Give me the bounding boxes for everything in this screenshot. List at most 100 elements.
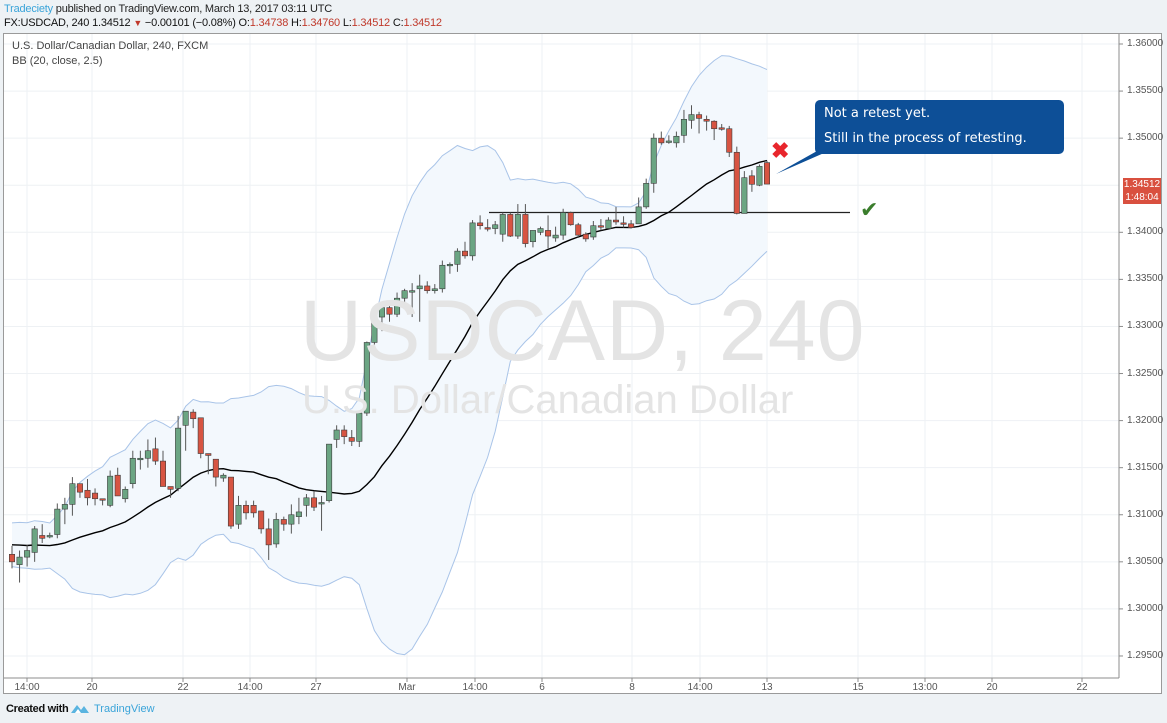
candle	[628, 220, 635, 229]
price-tick-label: 1.35500	[1127, 85, 1164, 97]
candle	[54, 503, 61, 539]
candle	[16, 550, 23, 583]
candle	[597, 219, 604, 231]
time-tick-label: Mar	[398, 682, 416, 693]
author-link[interactable]: Tradeciety	[4, 3, 53, 15]
price-tick-label: 1.32500	[1127, 367, 1164, 379]
candle	[9, 545, 16, 569]
candle	[454, 248, 461, 272]
candle	[673, 131, 680, 148]
candle	[129, 450, 136, 489]
candle	[378, 305, 385, 332]
candle	[431, 284, 438, 294]
candle	[137, 450, 144, 470]
watermark-name: U.S. Dollar/Canadian Dollar	[302, 378, 794, 422]
bollinger-bands	[11, 55, 768, 656]
candle	[461, 241, 468, 259]
bollinger-basis-line	[11, 159, 768, 547]
candle	[205, 453, 212, 475]
indicator-legend[interactable]: BB (20, close, 2.5)	[12, 55, 103, 67]
candle	[122, 486, 129, 503]
candle	[522, 204, 529, 248]
change-text: −0.00101 (−0.08%)	[142, 17, 239, 29]
candle	[469, 220, 476, 261]
candle	[741, 171, 748, 214]
last-price-label: 1.34512	[1123, 178, 1161, 191]
high-value: 1.34760	[301, 17, 341, 29]
candle	[386, 302, 393, 322]
candle	[726, 125, 733, 157]
price-tick-label: 1.34000	[1127, 226, 1164, 238]
candle	[545, 215, 552, 249]
candle	[69, 477, 76, 516]
candle	[733, 146, 740, 215]
price-tick-label: 1.31500	[1127, 461, 1164, 473]
candle	[582, 232, 589, 242]
candle	[295, 497, 302, 525]
green-check-icon: ✔	[860, 197, 879, 222]
time-tick-label: 6	[539, 682, 545, 693]
candle	[703, 115, 710, 131]
candle	[303, 494, 310, 517]
candle	[107, 470, 114, 508]
candle	[658, 131, 665, 145]
candle	[356, 412, 363, 447]
candle	[92, 488, 99, 506]
time-tick-label: 13:00	[912, 682, 938, 693]
countdown-label: 1:48:04	[1123, 191, 1161, 204]
candle	[24, 544, 31, 567]
callout-line-2: Still in the process of retesting.	[824, 131, 1027, 146]
candle	[665, 135, 672, 144]
high-label: H:	[288, 17, 302, 29]
open-value: 1.34738	[249, 17, 289, 29]
candle	[643, 178, 650, 209]
candle	[635, 197, 642, 225]
candle	[575, 222, 582, 238]
open-label: O:	[238, 17, 250, 29]
candle	[258, 510, 265, 534]
time-tick-label: 13	[761, 682, 773, 693]
candle	[318, 495, 325, 531]
down-arrow-icon: ▼	[133, 18, 143, 28]
publish-info: Tradeciety published on TradingView.com,…	[4, 3, 332, 15]
price-tick-label: 1.35000	[1127, 132, 1164, 144]
candle	[265, 518, 272, 560]
candle	[409, 283, 416, 318]
price-tick-label: 1.29500	[1127, 649, 1164, 661]
price-tick-label: 1.31000	[1127, 508, 1164, 520]
candle	[605, 217, 612, 229]
time-tick-label: 8	[629, 682, 635, 693]
candle	[250, 500, 257, 518]
candle	[620, 216, 627, 228]
candle	[560, 208, 567, 240]
tradingview-brand-link[interactable]: TradingView	[94, 703, 155, 715]
candle	[446, 262, 453, 274]
candle	[280, 516, 287, 531]
price-tick-label: 1.30000	[1127, 602, 1164, 614]
candle	[650, 133, 657, 193]
low-value: 1.34512	[351, 17, 391, 29]
candle	[401, 288, 408, 305]
candle	[371, 316, 378, 348]
red-x-icon: ✖	[771, 138, 790, 163]
candle	[680, 109, 687, 143]
symbol-info: FX:USDCAD, 240 1.34512 ▼ −0.00101 (−0.08…	[4, 17, 442, 29]
time-tick-label: 27	[310, 682, 322, 693]
candle	[748, 170, 755, 192]
candle	[31, 526, 38, 562]
close-value: 1.34512	[403, 17, 442, 29]
candle	[160, 450, 167, 487]
candle	[76, 483, 83, 498]
time-tick-label: 20	[986, 682, 998, 693]
candle	[514, 204, 521, 239]
candle	[167, 486, 174, 498]
candle	[288, 504, 295, 534]
watermark-symbol: USDCAD, 240	[300, 283, 866, 379]
candle	[552, 226, 559, 242]
candle	[492, 221, 499, 235]
candle	[46, 532, 53, 539]
candle	[394, 292, 401, 318]
price-tick-label: 1.36000	[1127, 38, 1164, 49]
annotation-callout[interactable]: Not a retest yet. Still in the process o…	[815, 100, 1064, 154]
